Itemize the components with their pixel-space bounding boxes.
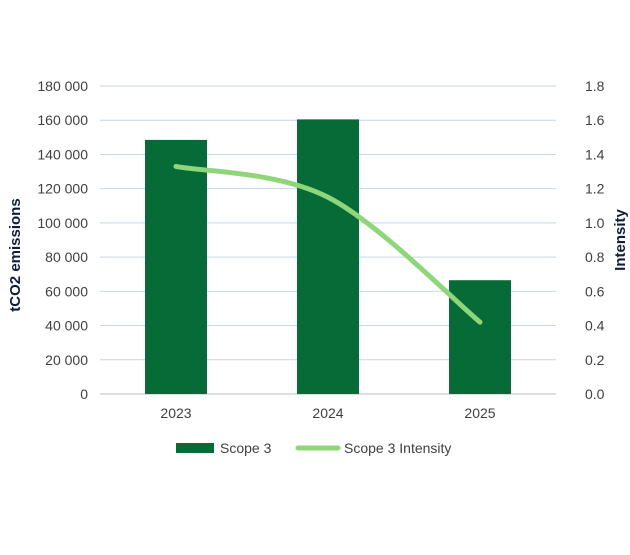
y-tick-label: 20 000	[45, 352, 88, 368]
legend-swatch-scope3	[176, 443, 214, 453]
y-tick-label: 180 000	[37, 78, 88, 94]
y-tick-label: 60 000	[45, 283, 88, 299]
legend: Scope 3 Scope 3 Intensity	[176, 440, 451, 456]
x-axis-ticks: 2023 2024 2025	[160, 405, 495, 421]
bar-scope3-2023	[145, 140, 207, 394]
bar-scope3-2025	[449, 280, 511, 394]
y2-tick-label: 1.2	[585, 181, 605, 197]
y2-tick-label: 1.0	[585, 215, 605, 231]
x-tick-label: 2023	[160, 405, 191, 421]
x-tick-label: 2024	[312, 405, 343, 421]
y2-tick-label: 0.2	[585, 352, 605, 368]
bar-scope3-2024	[297, 119, 359, 394]
y-tick-label: 40 000	[45, 318, 88, 334]
y2-tick-label: 0.0	[585, 386, 605, 402]
y2-tick-label: 1.6	[585, 112, 605, 128]
y2-axis-title: Intensity	[612, 209, 629, 271]
right-axis-ticks: 0.0 0.2 0.4 0.6 0.8 1.0 1.2 1.4 1.6 1.8	[585, 78, 605, 402]
legend-label-scope3: Scope 3	[220, 440, 272, 456]
y-tick-label: 100 000	[37, 215, 88, 231]
left-axis-ticks: 0 20 000 40 000 60 000 80 000 100 000 120 000 1…	[37, 78, 88, 402]
legend-label-intensity: Scope 3 Intensity	[344, 440, 451, 456]
y-tick-label: 80 000	[45, 249, 88, 265]
y2-tick-label: 0.8	[585, 249, 605, 265]
y-tick-label: 160 000	[37, 112, 88, 128]
x-tick-label: 2025	[464, 405, 495, 421]
y2-tick-label: 1.8	[585, 78, 605, 94]
y-tick-label: 120 000	[37, 181, 88, 197]
y2-tick-label: 0.6	[585, 283, 605, 299]
y-axis-title: tCO2 emissions	[7, 198, 24, 311]
y-tick-label: 140 000	[37, 146, 88, 162]
y-tick-label: 0	[80, 386, 88, 402]
y2-tick-label: 0.4	[585, 318, 605, 334]
y2-tick-label: 1.4	[585, 146, 605, 162]
